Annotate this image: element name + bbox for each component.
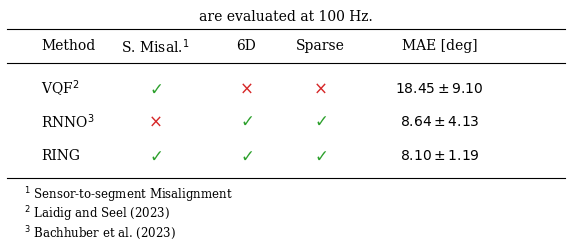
Text: VQF$^2$: VQF$^2$	[41, 79, 80, 99]
Text: RING: RING	[41, 150, 80, 164]
Text: $\times$: $\times$	[148, 113, 162, 130]
Text: RNNO$^3$: RNNO$^3$	[41, 112, 95, 131]
Text: Method: Method	[41, 39, 96, 53]
Text: $^2$ Laidig and Seel (2023): $^2$ Laidig and Seel (2023)	[24, 204, 170, 224]
Text: $8.64 \pm 4.13$: $8.64 \pm 4.13$	[400, 115, 479, 129]
Text: $\checkmark$: $\checkmark$	[240, 148, 253, 165]
Text: $\checkmark$: $\checkmark$	[149, 81, 162, 98]
Text: $\checkmark$: $\checkmark$	[149, 148, 162, 165]
Text: are evaluated at 100 Hz.: are evaluated at 100 Hz.	[199, 10, 373, 24]
Text: $\times$: $\times$	[239, 81, 253, 98]
Text: 6D: 6D	[236, 39, 256, 53]
Text: $\checkmark$: $\checkmark$	[313, 113, 327, 130]
Text: Sparse: Sparse	[296, 39, 344, 53]
Text: MAE [deg]: MAE [deg]	[402, 39, 478, 53]
Text: $\times$: $\times$	[313, 81, 327, 98]
Text: $18.45 \pm 9.10$: $18.45 \pm 9.10$	[395, 82, 484, 96]
Text: $^3$ Bachhuber et al. (2023): $^3$ Bachhuber et al. (2023)	[24, 224, 176, 242]
Text: $\checkmark$: $\checkmark$	[313, 148, 327, 165]
Text: $8.10 \pm 1.19$: $8.10 \pm 1.19$	[400, 150, 480, 164]
Text: $\checkmark$: $\checkmark$	[240, 113, 253, 130]
Text: $^1$ Sensor-to-segment Misalignment: $^1$ Sensor-to-segment Misalignment	[24, 185, 233, 204]
Text: S. Misal.$^1$: S. Misal.$^1$	[121, 37, 189, 56]
